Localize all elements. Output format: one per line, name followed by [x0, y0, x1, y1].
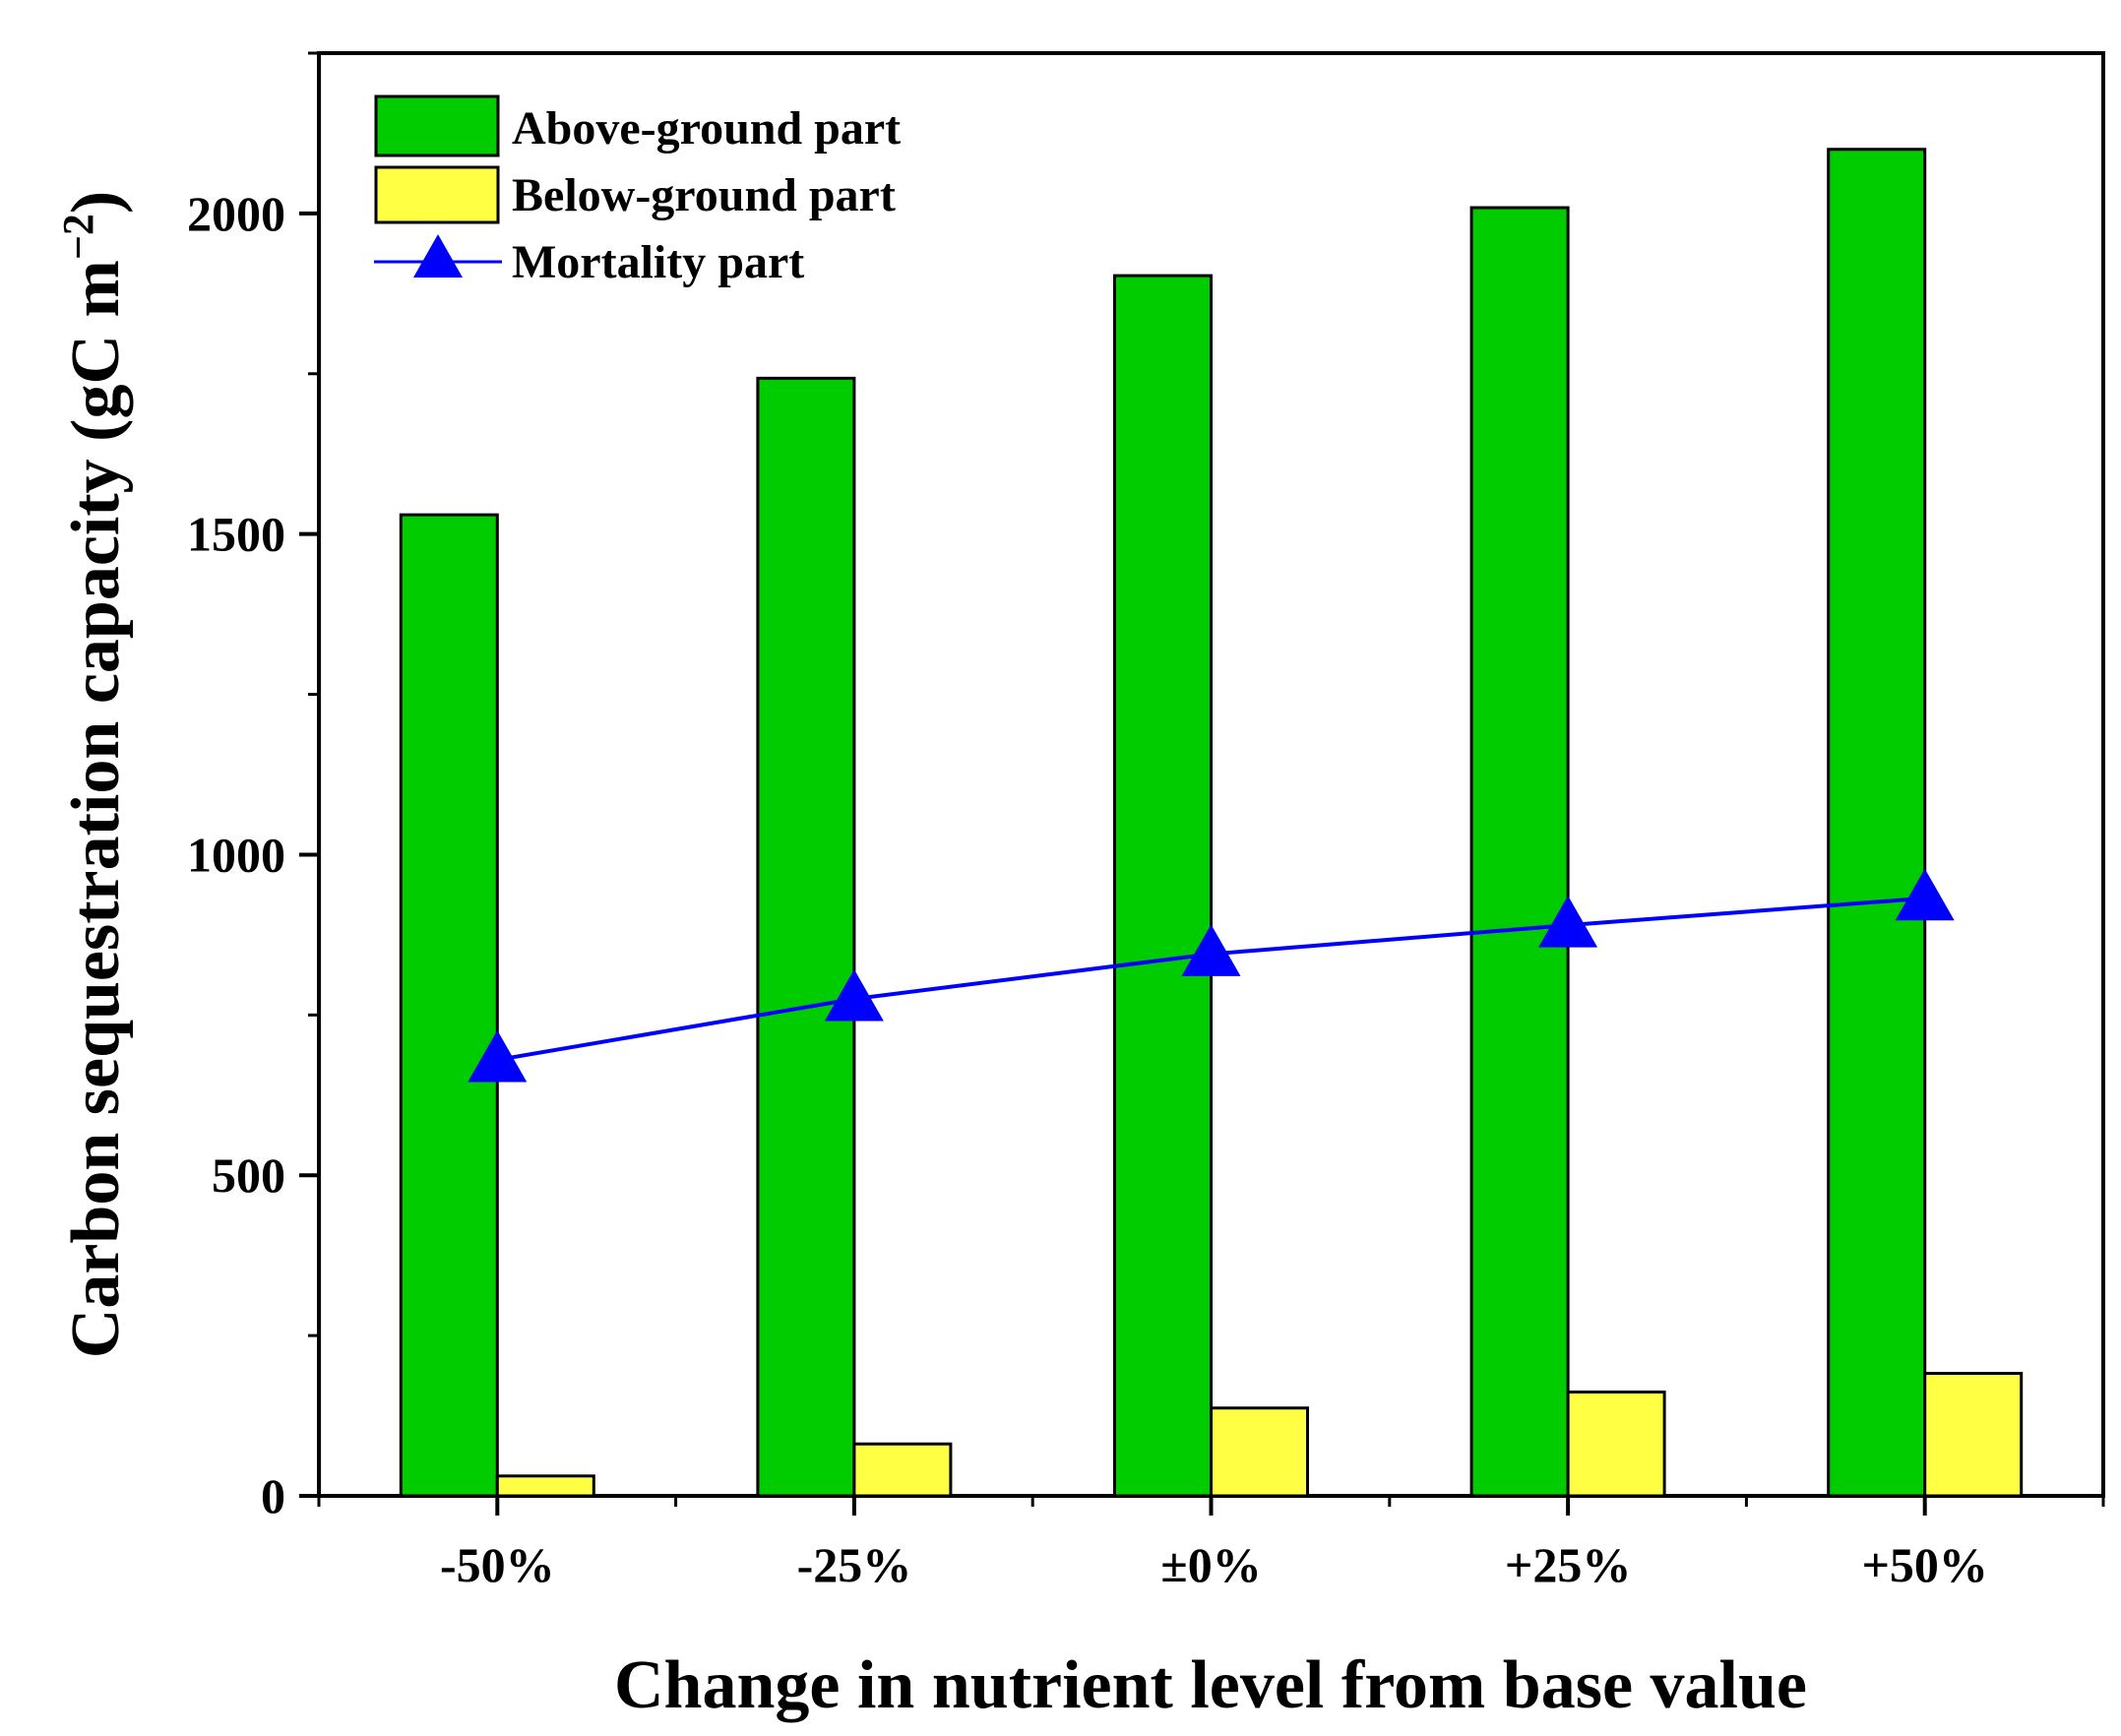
bar-below-ground-2 — [1210, 1406, 1309, 1498]
bar-above-ground-1 — [756, 376, 856, 1498]
bar-below-ground-1 — [852, 1442, 953, 1498]
legend-swatch-above — [374, 94, 500, 157]
legend-marker-mortality — [413, 234, 463, 278]
bar-above-ground-4 — [1827, 148, 1927, 1498]
y-tick-label-4: 2000 — [187, 186, 285, 241]
x-tick-label-3: +25% — [1505, 1537, 1632, 1592]
y-axis-title-main: Carbon sequestration capacity (gC m — [58, 260, 134, 1358]
bar-below-ground-4 — [1923, 1372, 2024, 1498]
y-tick-label-2: 1000 — [187, 827, 285, 882]
legend-label-below: Below-ground part — [512, 169, 896, 221]
bar-above-ground-3 — [1469, 206, 1570, 1498]
bar-above-ground-2 — [1113, 274, 1213, 1498]
x-tick-label-4: +50% — [1861, 1537, 1988, 1592]
bar-above-ground-0 — [399, 513, 499, 1498]
mortality-marker-2 — [1181, 924, 1241, 976]
y-tick-label-1: 500 — [212, 1147, 285, 1203]
bar-below-ground-3 — [1566, 1390, 1666, 1498]
axis-ticks: 0 500 1000 1500 2000 -50% -25% ±0% +25% +50% — [187, 51, 2105, 1592]
mortality-series — [468, 868, 1955, 1083]
legend-label-above: Above-ground part — [512, 102, 901, 155]
x-axis-title: Change in nutrient level from base value — [614, 1647, 1807, 1723]
x-tick-label-2: ±0% — [1160, 1537, 1261, 1592]
mortality-marker-3 — [1538, 896, 1598, 948]
mortality-marker-4 — [1895, 868, 1955, 921]
mortality-marker-0 — [468, 1029, 528, 1083]
y-tick-label-0: 0 — [261, 1468, 285, 1523]
legend-label-mortality: Mortality part — [512, 236, 804, 288]
y-axis-title-close: ) — [58, 191, 134, 214]
bars-group — [399, 148, 2024, 1498]
legend: Above-ground part Below-ground part Mort… — [374, 94, 901, 288]
x-tick-label-1: -25% — [797, 1537, 912, 1592]
y-axis-title: Carbon sequestration capacity (gC m−2) — [54, 191, 134, 1358]
mortality-marker-1 — [824, 969, 884, 1022]
legend-swatch-below — [374, 165, 500, 224]
bar-below-ground-0 — [495, 1474, 595, 1498]
x-tick-label-0: -50% — [440, 1537, 555, 1592]
y-axis-title-superscript: −2 — [54, 214, 102, 260]
y-tick-label-3: 1500 — [187, 507, 285, 562]
